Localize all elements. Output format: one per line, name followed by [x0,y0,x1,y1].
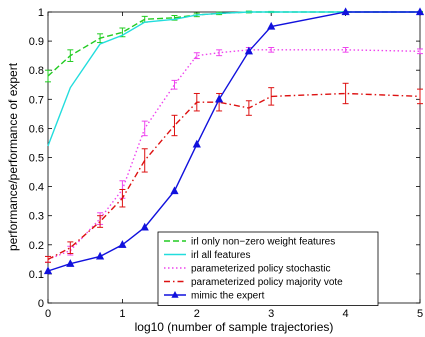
y-tick-label: 0.1 [29,269,44,281]
legend-entry-label: irl only non−zero weight features [191,237,335,248]
x-axis-label: log10 (number of sample trajectories) [135,320,334,334]
legend-entry-label: mimic the expert [191,291,265,302]
series-line [47,11,420,147]
data-point [215,94,224,103]
series-line [47,92,421,260]
legend-box [157,231,379,306]
series-parameterized-policy-majority-vote [45,82,423,263]
data-point [43,266,53,275]
series-line [47,49,421,261]
y-tick-label: 0.8 [29,65,44,77]
y-tick-label: 0.9 [29,36,44,48]
data-point [170,186,179,195]
y-tick-label: 0.2 [29,240,44,252]
x-tick-label: 3 [268,308,274,320]
legend-marker [171,291,179,298]
data-point [192,139,201,148]
series-irl-all-features [47,11,420,147]
y-tick-label: 0.5 [29,153,44,165]
data-point [140,222,149,231]
x-tick-label: 5 [417,308,423,320]
series-layer [43,7,425,275]
y-tick-label: 0.3 [29,211,44,223]
x-tick-label: 4 [343,308,349,320]
x-tick-label: 2 [194,308,200,320]
y-axis-label: performance/performance of expert [6,62,20,251]
y-tick-label: 0.4 [29,182,44,194]
data-point [95,251,105,260]
data-point [118,240,127,248]
legend-entry-label: irl all features [191,250,250,261]
legend: irl only non−zero weight features irl all… [157,231,379,306]
axis-ticks: 0 1 2 3 4 5 0 0.1 0.2 0.3 0.4 0.5 0.6 0.7 0.8 0.9 1 [29,7,423,320]
data-point [244,46,253,55]
data-point [415,7,425,16]
y-tick-label: 1 [38,7,44,19]
series-mimic-the-expert [43,7,425,275]
x-tick-label: 1 [119,308,125,320]
legend-entry-label: parameterized policy majority vote [191,277,343,288]
y-tick-label: 0 [38,298,44,310]
legend-entry-label: parameterized policy stochastic [191,264,331,275]
y-tick-label: 0.7 [29,94,44,106]
data-point [341,7,350,16]
y-tick-label: 0.6 [29,123,44,135]
x-tick-label: 0 [45,308,51,320]
data-point [267,21,276,30]
data-point [66,259,75,267]
series-line [47,11,420,272]
